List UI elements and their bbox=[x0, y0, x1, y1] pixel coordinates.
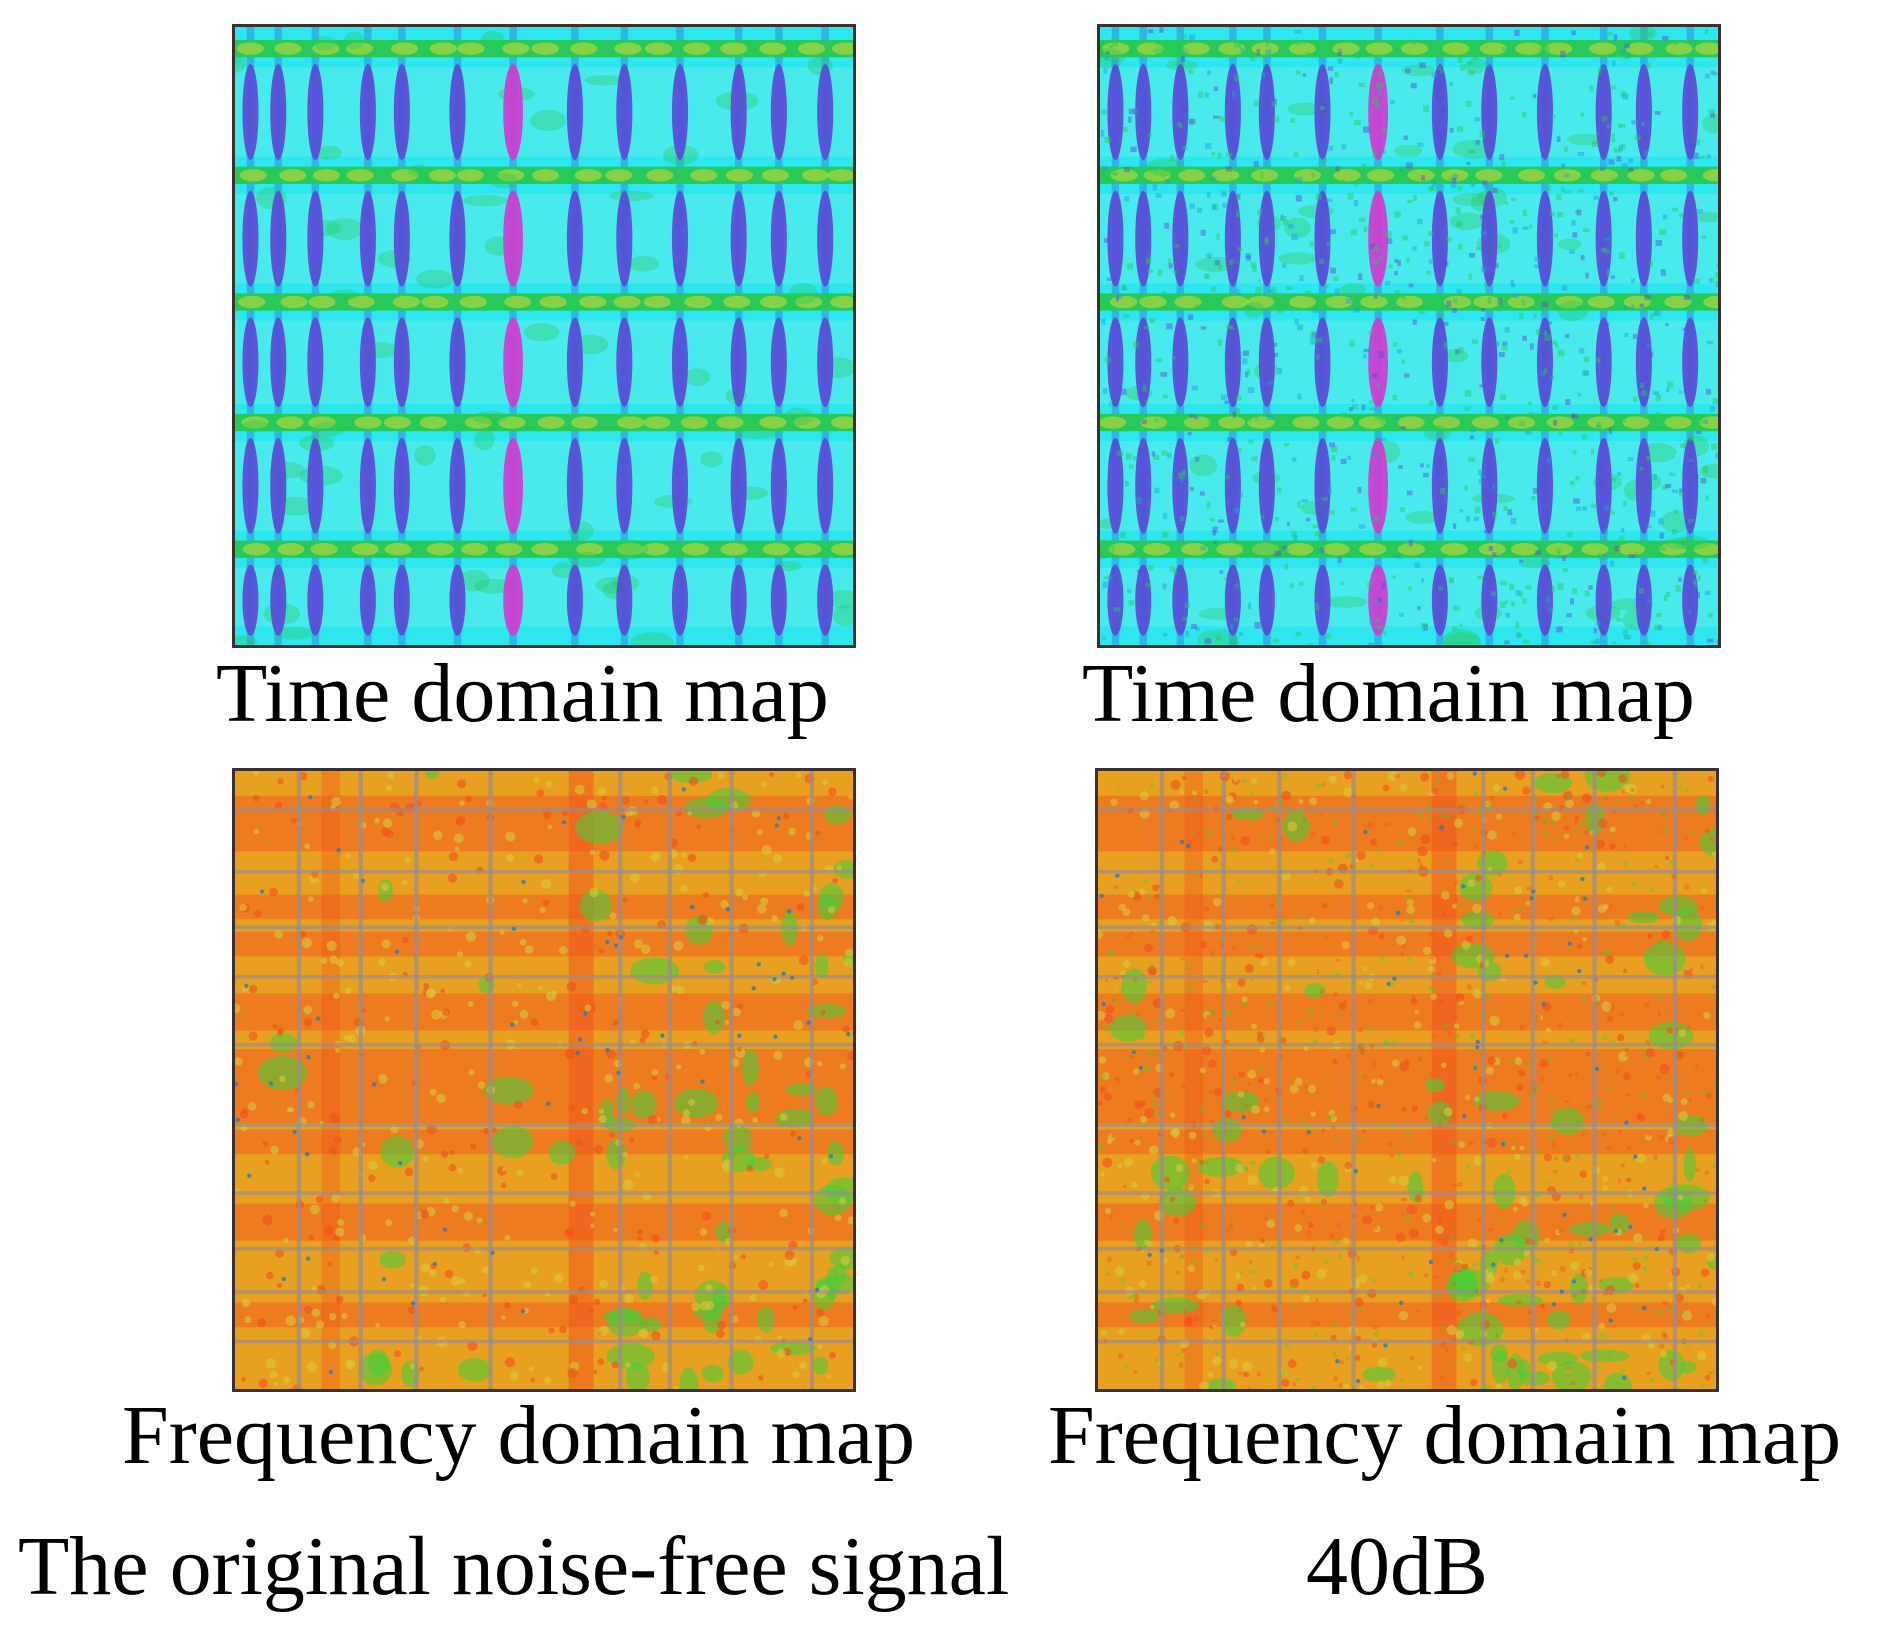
column-label-40db: 40dB bbox=[1306, 1520, 1489, 1613]
frequency-domain-map-original bbox=[232, 768, 856, 1392]
frequency-domain-map-40db bbox=[1095, 768, 1719, 1392]
caption-time-domain-original: Time domain map bbox=[216, 647, 829, 740]
time-domain-map-40db bbox=[1097, 24, 1721, 648]
caption-frequency-domain-40db: Frequency domain map bbox=[1048, 1389, 1842, 1482]
caption-time-domain-40db: Time domain map bbox=[1082, 647, 1695, 740]
time-domain-map-original bbox=[232, 24, 856, 648]
caption-frequency-domain-original: Frequency domain map bbox=[122, 1389, 916, 1482]
column-label-original-signal: The original noise-free signal bbox=[18, 1520, 1010, 1613]
